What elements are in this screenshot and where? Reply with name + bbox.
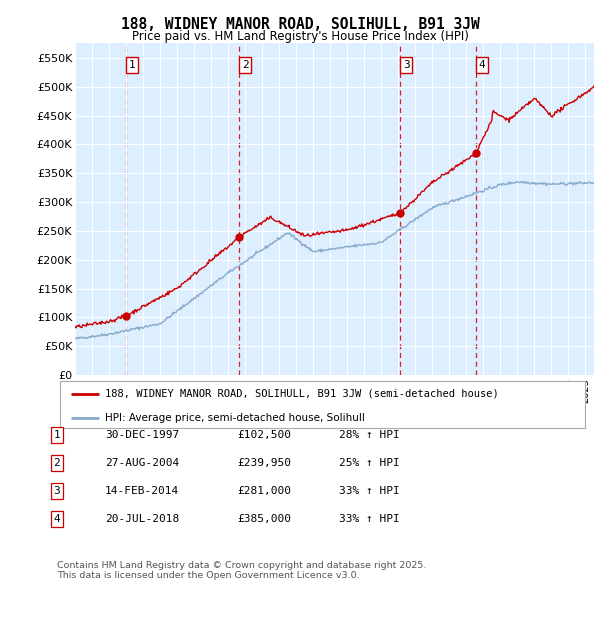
Text: 33% ↑ HPI: 33% ↑ HPI [339, 486, 400, 496]
Text: 3: 3 [53, 486, 61, 496]
Text: 3: 3 [403, 60, 410, 69]
Text: Contains HM Land Registry data © Crown copyright and database right 2025.
This d: Contains HM Land Registry data © Crown c… [57, 561, 427, 580]
Text: Price paid vs. HM Land Registry's House Price Index (HPI): Price paid vs. HM Land Registry's House … [131, 30, 469, 43]
Text: 33% ↑ HPI: 33% ↑ HPI [339, 514, 400, 524]
Text: 1: 1 [53, 430, 61, 440]
Text: 188, WIDNEY MANOR ROAD, SOLIHULL, B91 3JW (semi-detached house): 188, WIDNEY MANOR ROAD, SOLIHULL, B91 3J… [104, 389, 499, 399]
Text: HPI: Average price, semi-detached house, Solihull: HPI: Average price, semi-detached house,… [104, 412, 365, 423]
Text: 4: 4 [478, 60, 485, 69]
Text: £281,000: £281,000 [237, 486, 291, 496]
Text: 20-JUL-2018: 20-JUL-2018 [105, 514, 179, 524]
Text: £239,950: £239,950 [237, 458, 291, 468]
Text: 25% ↑ HPI: 25% ↑ HPI [339, 458, 400, 468]
Text: 30-DEC-1997: 30-DEC-1997 [105, 430, 179, 440]
Text: 1: 1 [128, 60, 135, 69]
Text: 188, WIDNEY MANOR ROAD, SOLIHULL, B91 3JW: 188, WIDNEY MANOR ROAD, SOLIHULL, B91 3J… [121, 17, 479, 32]
Text: 27-AUG-2004: 27-AUG-2004 [105, 458, 179, 468]
Text: 4: 4 [53, 514, 61, 524]
Text: 28% ↑ HPI: 28% ↑ HPI [339, 430, 400, 440]
Text: 14-FEB-2014: 14-FEB-2014 [105, 486, 179, 496]
Text: 2: 2 [242, 60, 248, 69]
Text: £385,000: £385,000 [237, 514, 291, 524]
Text: £102,500: £102,500 [237, 430, 291, 440]
Text: 2: 2 [53, 458, 61, 468]
